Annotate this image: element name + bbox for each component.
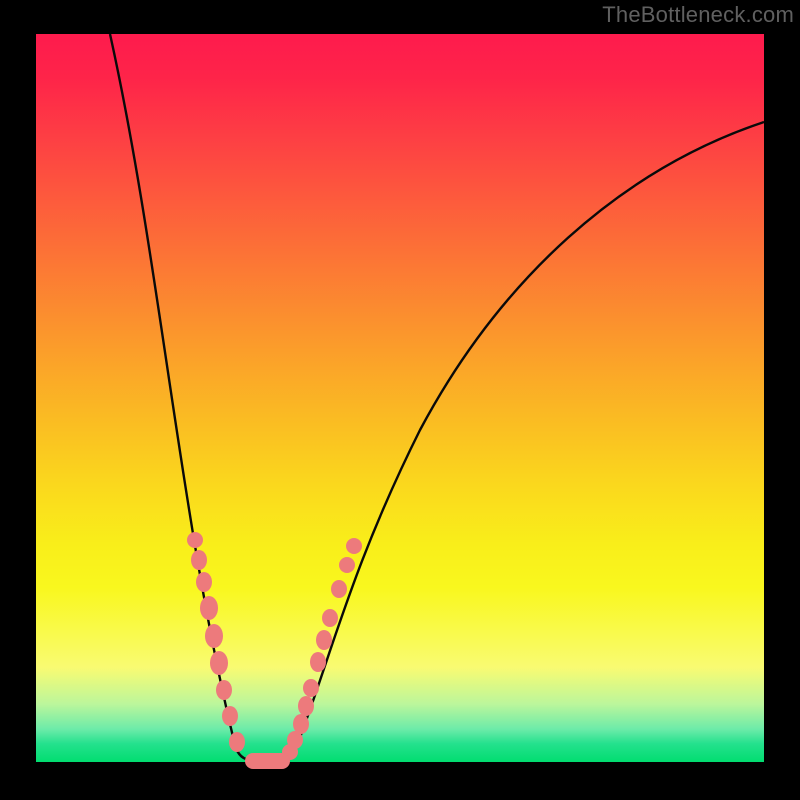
data-marker — [298, 696, 314, 716]
data-marker — [322, 609, 338, 627]
data-marker-bottom-bar — [245, 753, 290, 769]
gradient-plot-area — [36, 34, 764, 762]
data-marker — [191, 550, 207, 570]
data-marker — [346, 538, 362, 554]
data-marker — [187, 532, 203, 548]
data-marker — [310, 652, 326, 672]
data-marker — [339, 557, 355, 573]
chart-root: TheBottleneck.com — [0, 0, 800, 800]
data-marker — [200, 596, 218, 620]
data-marker — [229, 732, 245, 752]
data-marker — [210, 651, 228, 675]
data-marker — [196, 572, 212, 592]
data-marker — [331, 580, 347, 598]
data-marker — [293, 714, 309, 734]
data-marker — [205, 624, 223, 648]
watermark-label: TheBottleneck.com — [602, 2, 794, 28]
data-marker — [316, 630, 332, 650]
data-marker — [222, 706, 238, 726]
chart-svg — [0, 0, 800, 800]
data-marker — [303, 679, 319, 697]
data-marker — [216, 680, 232, 700]
